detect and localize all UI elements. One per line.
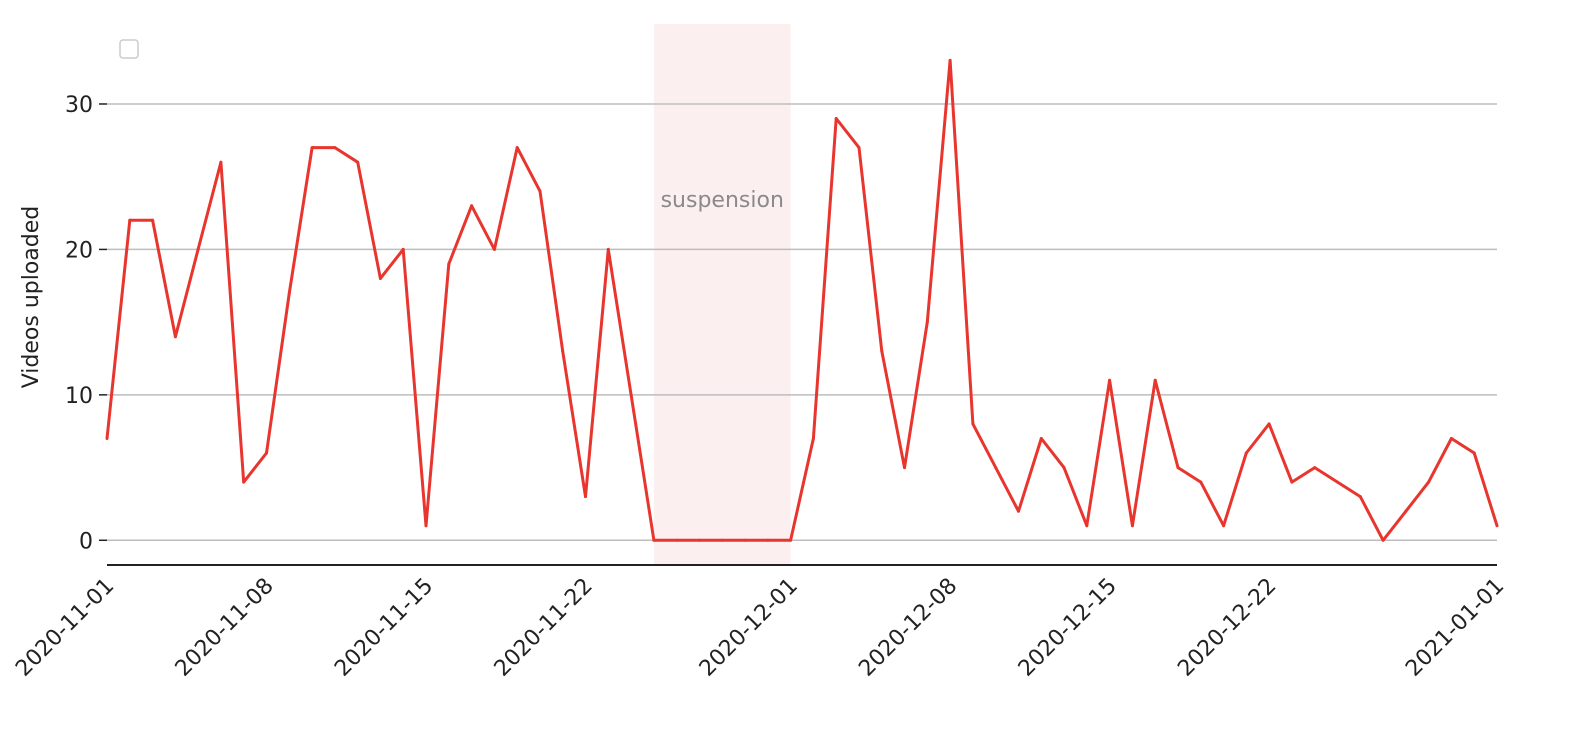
x-tick-label: 2021-01-01 <box>1401 574 1509 682</box>
y-tick-label: 20 <box>65 238 93 263</box>
x-tick-label: 2020-12-08 <box>854 574 962 682</box>
data-point <box>994 466 998 470</box>
legend-box <box>119 39 139 59</box>
data-point <box>789 538 793 542</box>
data-point <box>606 247 610 251</box>
y-tick-label: 30 <box>65 93 93 118</box>
data-point <box>310 146 314 150</box>
data-point <box>652 538 656 542</box>
data-point <box>698 538 701 542</box>
series-line <box>105 58 1499 542</box>
data-point <box>447 262 451 266</box>
data-point <box>1244 451 1248 455</box>
y-axis: 0 10 20 30 <box>65 93 107 554</box>
data-point <box>1313 466 1317 470</box>
data-point <box>424 524 428 528</box>
data-point <box>857 146 861 150</box>
data-point <box>1108 378 1112 382</box>
data-point <box>1495 524 1499 528</box>
x-tick-label: 2020-11-08 <box>171 574 279 682</box>
data-point <box>1017 509 1020 513</box>
data-point <box>538 189 542 193</box>
grid-lines <box>107 103 1497 542</box>
data-point <box>242 480 246 484</box>
x-tick-label: 2020-12-01 <box>695 574 803 682</box>
x-tick-label: 2020-11-22 <box>490 574 598 682</box>
data-point <box>1153 378 1157 382</box>
x-tick-label: 2020-11-01 <box>11 574 119 682</box>
data-point <box>584 495 587 499</box>
data-point <box>1222 524 1226 528</box>
data-point <box>1336 480 1339 484</box>
y-tick-label: 10 <box>65 384 93 409</box>
data-point <box>720 538 724 542</box>
data-point <box>105 437 109 440</box>
data-point <box>1130 524 1134 528</box>
data-point <box>1039 437 1043 440</box>
data-point <box>971 422 975 426</box>
data-point <box>173 335 177 339</box>
data-point <box>151 218 155 222</box>
data-point <box>880 349 884 353</box>
suspension-shade <box>653 24 791 565</box>
data-point <box>1358 495 1362 499</box>
data-point <box>1267 422 1271 426</box>
data-point <box>925 320 929 324</box>
data-point <box>1085 524 1089 528</box>
data-point <box>561 349 565 353</box>
data-point <box>1062 466 1066 470</box>
data-point <box>1381 538 1385 542</box>
data-point <box>743 538 747 542</box>
data-point <box>903 466 906 470</box>
data-point <box>1472 451 1476 455</box>
data-point <box>356 160 360 164</box>
suspension-label: suspension <box>661 188 784 213</box>
data-point <box>675 538 679 542</box>
y-tick-label: 0 <box>79 529 93 554</box>
x-tick-label: 2020-12-15 <box>1014 574 1122 682</box>
data-point <box>629 393 633 397</box>
data-point <box>401 247 405 251</box>
data-point <box>470 204 474 208</box>
data-point <box>515 146 519 150</box>
data-point <box>1404 509 1408 513</box>
data-point <box>265 451 268 455</box>
data-point <box>1290 480 1294 484</box>
data-point <box>1427 480 1431 484</box>
x-tick-label: 2020-11-15 <box>330 574 438 682</box>
data-point <box>287 291 291 295</box>
data-point <box>333 146 337 150</box>
data-point <box>766 538 770 542</box>
data-point <box>1449 437 1453 440</box>
x-tick-label: 2020-12-22 <box>1173 574 1281 682</box>
x-axis: 2020-11-01 2020-11-08 2020-11-15 2020-11-22… <box>11 574 1509 682</box>
data-points <box>105 58 1499 542</box>
data-point <box>196 247 200 251</box>
data-point <box>834 117 838 120</box>
data-point <box>378 277 382 280</box>
data-point <box>128 218 132 222</box>
data-point <box>811 437 815 440</box>
data-point <box>1199 480 1203 484</box>
y-axis-title: Videos uploaded <box>19 206 44 389</box>
data-point <box>492 247 496 251</box>
data-point <box>948 58 952 62</box>
data-point <box>1176 466 1180 470</box>
data-point <box>219 160 223 164</box>
